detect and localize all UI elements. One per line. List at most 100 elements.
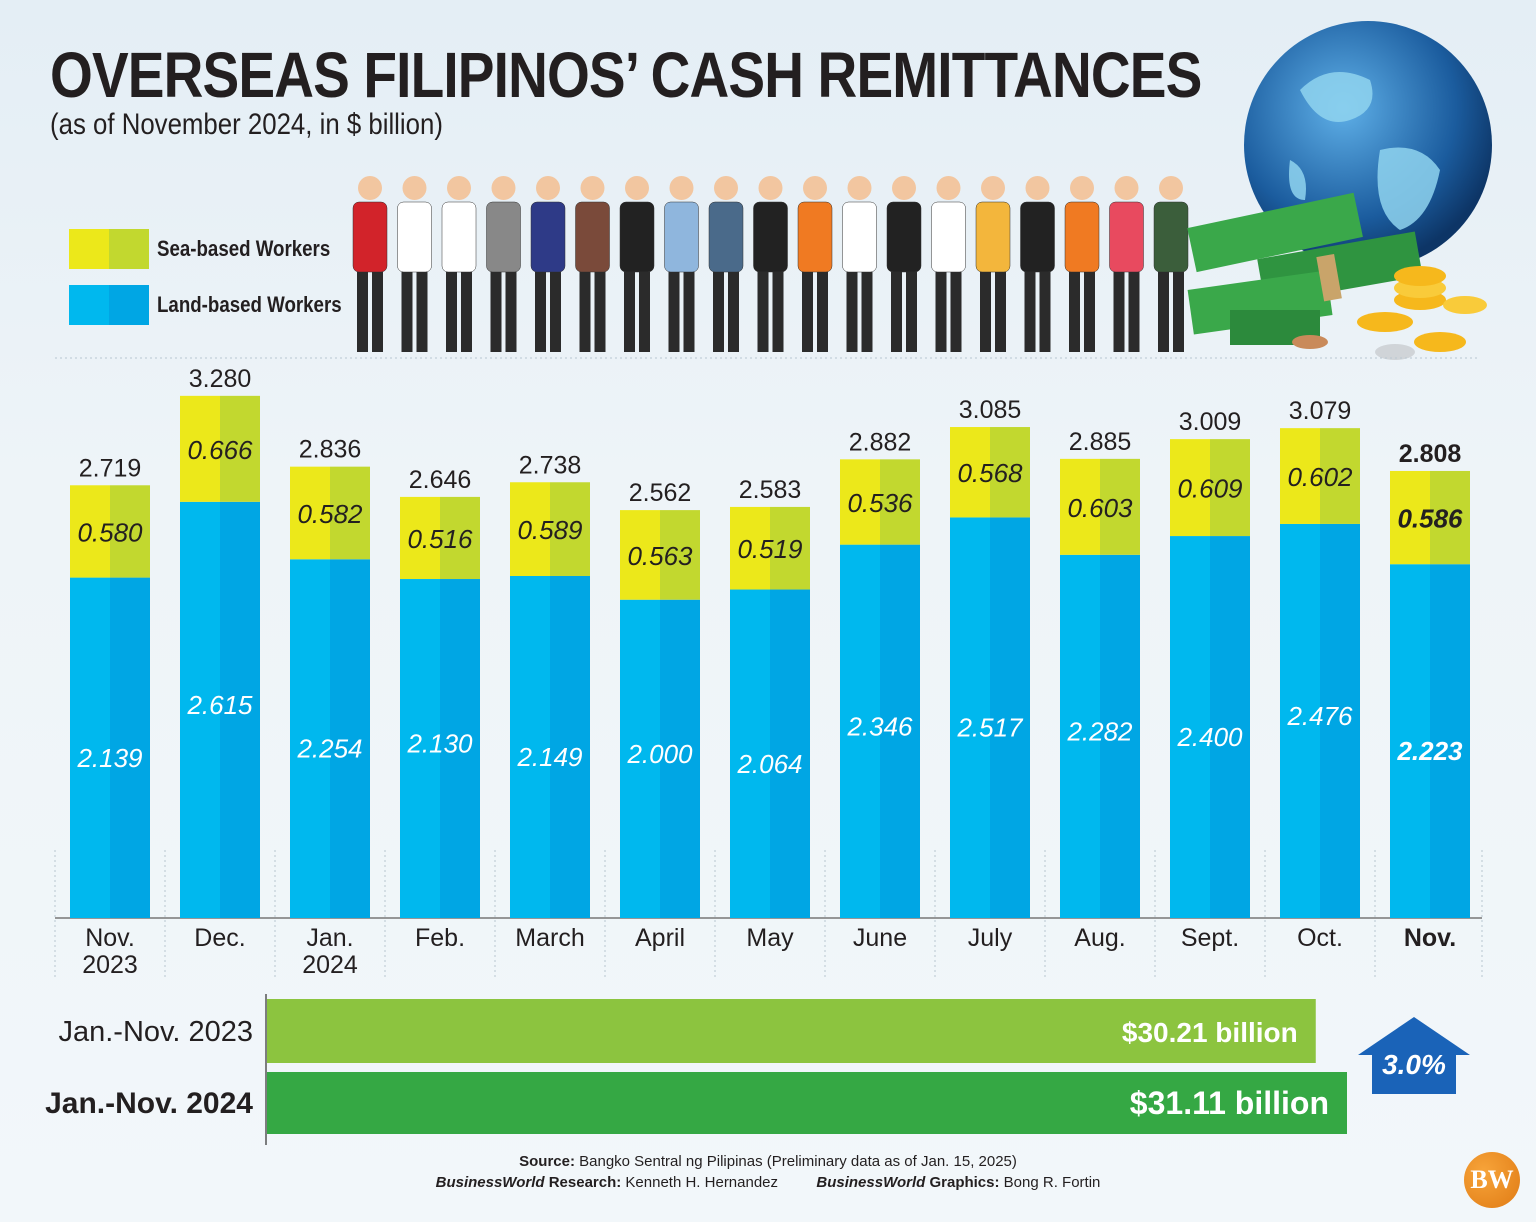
bar-group: 2.615 0.666 3.280 Dec. — [164, 365, 260, 978]
sea-value-label: 0.580 — [77, 517, 143, 547]
total-value-label: 2.583 — [739, 476, 802, 504]
land-value-label: 2.282 — [1066, 716, 1133, 746]
land-value-label: 2.064 — [736, 749, 802, 779]
land-value-label: 2.615 — [186, 690, 253, 720]
source-text: Bangko Sentral ng Pilipinas (Preliminary… — [579, 1153, 1017, 1170]
legend-item-sea-based: Sea-based Workers — [69, 229, 361, 269]
sea-value-label: 0.516 — [407, 524, 473, 554]
bar-group: 2.000 0.563 2.562 April — [604, 479, 700, 978]
bar-group: 2.064 0.519 2.583 May — [714, 476, 810, 978]
bar-land-based-shade — [330, 559, 370, 918]
worker-figure — [1064, 176, 1100, 352]
legend-swatch-sea — [69, 229, 149, 269]
total-value-label: 2.646 — [409, 466, 472, 494]
x-tick-label: July — [968, 924, 1013, 952]
bar-land-based-shade — [1320, 523, 1360, 918]
worker-figure — [530, 176, 566, 352]
bar-sea-based-shade — [1100, 458, 1140, 555]
x-tick-label: March — [515, 924, 584, 952]
bar-sea-based-shade — [330, 466, 370, 560]
bar-sea-based — [730, 506, 770, 590]
land-value-label: 2.476 — [1286, 701, 1353, 731]
bar-sea-based-shade — [1210, 439, 1250, 537]
workers-illustration — [352, 176, 1189, 352]
worker-figure — [1153, 176, 1189, 352]
bar-land-based-shade — [550, 575, 590, 918]
worker-figure — [441, 176, 477, 352]
businessworld-logo: BW — [1464, 1152, 1520, 1208]
land-value-label: 2.149 — [516, 742, 582, 772]
total-value-label: 3.085 — [959, 396, 1022, 424]
worker-figure — [619, 176, 655, 352]
sea-value-label: 0.582 — [297, 499, 363, 529]
bar-land-based-shade — [880, 544, 920, 918]
sea-value-label: 0.609 — [1177, 474, 1242, 504]
land-value-label: 2.130 — [406, 729, 473, 759]
page-subtitle: (as of November 2024, in $ billion) — [50, 108, 443, 141]
comparison-value: $31.11 billion — [1130, 1085, 1329, 1121]
worker-figure — [931, 176, 966, 352]
bar-land-based — [400, 579, 440, 918]
x-tick-label: Nov. — [85, 924, 135, 952]
graphics-label: Graphics: — [929, 1174, 1000, 1191]
x-tick-label: Jan. — [306, 924, 353, 952]
land-value-label: 2.000 — [626, 739, 693, 769]
illustration — [55, 21, 1492, 360]
bar-land-based — [70, 577, 110, 918]
bar-group: 2.139 0.580 2.719 Nov.2023 — [54, 454, 150, 979]
x-tick-label: Dec. — [194, 924, 245, 952]
bar-group: 2.400 0.609 3.009 Sept. — [1154, 408, 1250, 978]
total-value-label: 2.836 — [299, 436, 362, 464]
bar-sea-based-shade — [110, 485, 150, 578]
bar-land-based-shade — [1210, 536, 1250, 918]
bar-sea-based-shade — [1430, 470, 1470, 565]
total-value-label: 3.079 — [1289, 397, 1352, 425]
research-name: Kenneth H. Hernandez — [625, 1174, 779, 1191]
graphics-name: Bong R. Fortin — [1003, 1174, 1101, 1191]
worker-figure — [397, 176, 432, 352]
bar-group: 2.149 0.589 2.738 March — [494, 451, 590, 978]
bar-group: 2.223 0.586 2.808 Nov. — [1374, 440, 1470, 978]
bar-land-based — [840, 544, 880, 918]
x-tick-label: Nov. — [1404, 924, 1456, 952]
bar-sea-based-shade — [550, 482, 590, 576]
bar-sea-based-shade — [770, 506, 810, 590]
comparison-value: $30.21 billion — [1122, 1017, 1298, 1048]
sea-value-label: 0.536 — [847, 488, 913, 518]
bar-sea-based — [290, 466, 330, 560]
bar-sea-based — [1390, 470, 1430, 565]
land-value-label: 2.139 — [76, 743, 142, 773]
source-label: Source: — [519, 1153, 575, 1170]
x-tick-label: April — [635, 924, 685, 952]
worker-figure — [486, 176, 521, 352]
bar-land-based — [180, 501, 220, 918]
x-tick-label: June — [853, 924, 907, 952]
sea-value-label: 0.519 — [737, 534, 802, 564]
research-label: Research: — [548, 1174, 622, 1191]
bar-sea-based-shade — [1320, 428, 1360, 524]
bar-sea-based — [1170, 439, 1210, 537]
sea-value-label: 0.563 — [627, 541, 693, 571]
land-value-label: 2.400 — [1176, 722, 1243, 752]
bar-land-based — [1280, 523, 1320, 918]
legend-label: Sea-based Workers — [157, 236, 331, 261]
bar-land-based-shade — [1100, 554, 1140, 918]
land-value-label: 2.254 — [296, 734, 362, 764]
worker-figure — [1020, 176, 1055, 352]
sea-value-label: 0.589 — [517, 515, 582, 545]
bar-land-based — [730, 589, 770, 918]
worker-figure — [975, 176, 1011, 352]
bar-land-based-shade — [660, 599, 700, 918]
source-line: Source: Bangko Sentral ng Pilipinas (Pre… — [0, 1153, 1536, 1170]
worker-figure — [886, 176, 922, 352]
bar-land-based-shade — [990, 517, 1030, 918]
bar-sea-based — [510, 482, 550, 576]
sea-value-label: 0.586 — [1397, 504, 1463, 534]
total-value-label: 2.562 — [629, 479, 692, 507]
bar-sea-based — [620, 510, 660, 600]
sea-value-label: 0.568 — [957, 458, 1023, 488]
total-value-label: 2.882 — [849, 428, 912, 456]
comparison-label: Jan.-Nov. 2023 — [58, 1016, 253, 1048]
bar-land-based — [1060, 554, 1100, 918]
x-tick-label: Oct. — [1297, 924, 1343, 952]
